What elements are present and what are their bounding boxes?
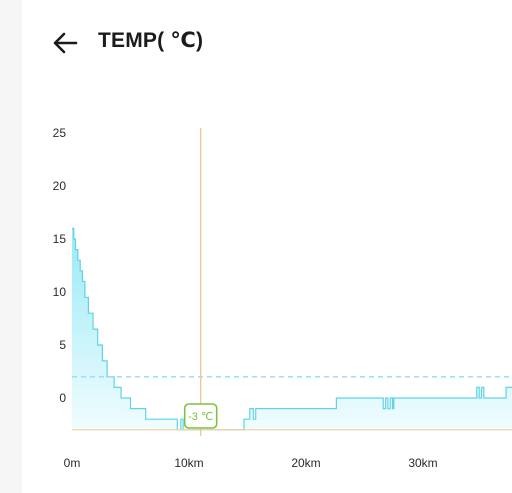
- x-tick-label: 20km: [291, 456, 320, 470]
- temperature-area: [72, 228, 512, 430]
- cursor-value-label: -3 ℃: [188, 411, 213, 423]
- y-tick-label: 20: [53, 179, 67, 193]
- y-tick-label: 0: [59, 391, 66, 405]
- x-tick-label: 10km: [174, 456, 203, 470]
- back-button[interactable]: [48, 26, 82, 60]
- cursor-value-box: [183, 403, 218, 429]
- side-strip: [0, 0, 22, 493]
- header: TEMP( ℃): [22, 0, 512, 86]
- y-tick-label: 25: [53, 126, 67, 140]
- cursor-marker[interactable]: -3 ℃: [183, 403, 218, 429]
- y-axis-labels: 0 5 10 15 20 25: [53, 126, 67, 405]
- y-tick-label: 10: [53, 285, 67, 299]
- arrow-left-icon: [53, 32, 78, 54]
- y-tick-label: 15: [53, 232, 67, 246]
- x-tick-label: 0m: [64, 456, 81, 470]
- x-axis-labels: 0m 10km 20km 30km: [64, 456, 438, 470]
- y-tick-label: 5: [59, 338, 66, 352]
- x-tick-label: 30km: [408, 456, 437, 470]
- page-title: TEMP( ℃): [98, 29, 204, 52]
